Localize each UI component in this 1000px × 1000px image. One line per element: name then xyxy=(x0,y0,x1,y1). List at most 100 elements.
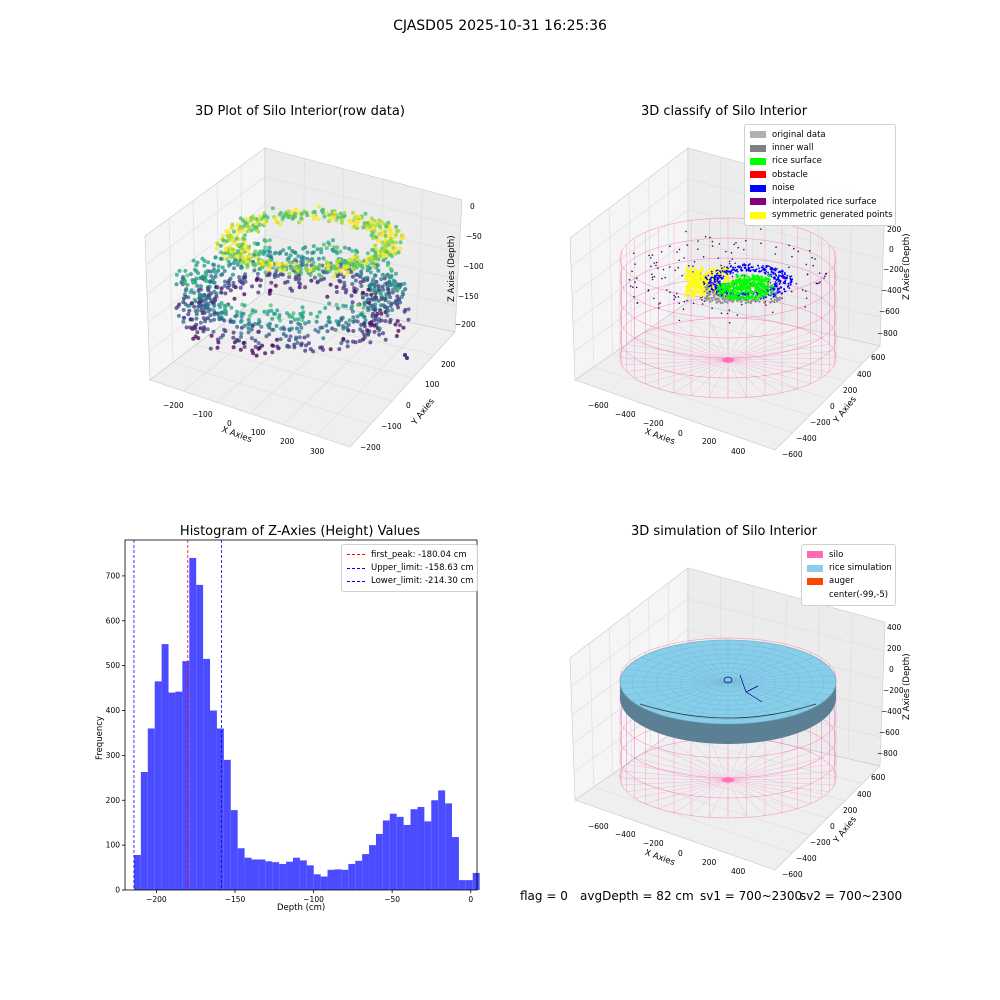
symmetric-point xyxy=(689,271,693,275)
data-point xyxy=(212,280,217,285)
panel4-z-tick: 0 xyxy=(889,665,894,674)
noise-point xyxy=(717,281,720,284)
interpolated-point xyxy=(728,260,731,263)
silo-floor-spoke xyxy=(621,350,729,361)
data-point xyxy=(406,307,411,312)
data-point xyxy=(378,254,383,259)
data-point xyxy=(226,263,231,268)
data-point xyxy=(241,255,245,260)
rice-surface-point xyxy=(729,296,733,299)
data-point xyxy=(396,250,401,255)
legend-label: center(-99,-5) xyxy=(829,589,889,600)
data-point xyxy=(288,286,293,291)
grid-line xyxy=(264,176,461,227)
rice-mesh-spoke xyxy=(727,681,762,723)
rice-mesh-spoke xyxy=(727,681,746,724)
data-point xyxy=(254,256,259,261)
data-point xyxy=(182,280,187,285)
interpolated-point xyxy=(681,274,683,277)
legend-item: interpolated rice surface xyxy=(750,195,889,208)
y-tick-label: 0 xyxy=(115,886,120,895)
interpolated-point xyxy=(704,235,707,238)
data-point xyxy=(325,294,330,299)
y-tick-label: 700 xyxy=(106,571,121,580)
interpolated-point xyxy=(771,311,774,314)
histogram-bar xyxy=(403,824,411,890)
symmetric-point xyxy=(690,267,693,270)
rice-surface-point xyxy=(731,281,735,284)
interpolated-point xyxy=(781,297,783,300)
symmetric-point xyxy=(693,287,696,291)
panel2-y-tick: −600 xyxy=(782,450,803,459)
data-point xyxy=(256,321,261,326)
rice-surface-point xyxy=(756,274,759,277)
panel2-z-tick: 200 xyxy=(887,225,902,234)
data-point xyxy=(239,314,244,319)
data-point xyxy=(351,319,356,324)
data-point xyxy=(270,206,275,211)
interpolated-point xyxy=(736,314,739,316)
interpolated-point xyxy=(728,262,731,265)
data-point xyxy=(383,298,388,303)
data-point xyxy=(378,308,382,313)
data-point xyxy=(263,351,268,356)
silo-floor-spoke xyxy=(658,327,729,361)
data-point xyxy=(252,268,257,273)
legend-swatch xyxy=(750,198,766,206)
panel2-y-tick: −200 xyxy=(810,418,831,427)
data-point xyxy=(246,254,250,259)
noise-point xyxy=(789,283,792,286)
rice-surface-point xyxy=(752,278,755,281)
noise-point xyxy=(708,290,711,293)
data-point xyxy=(365,332,370,337)
grid-line xyxy=(589,642,595,788)
histogram-x-axis-label: Depth (cm) xyxy=(277,903,326,913)
interpolated-point xyxy=(686,244,689,246)
legend-swatch xyxy=(807,577,823,585)
rice-surface-point xyxy=(770,289,774,292)
rice-surface-point xyxy=(718,290,722,293)
interpolated-point xyxy=(661,277,663,280)
data-point xyxy=(388,252,393,257)
data-point xyxy=(221,253,226,258)
data-point xyxy=(224,257,229,261)
rice-surface-point xyxy=(727,295,731,299)
noise-point xyxy=(738,266,741,269)
data-point xyxy=(324,246,329,251)
legend-item: noise xyxy=(750,182,889,195)
histogram-bar xyxy=(286,861,293,890)
interpolated-point xyxy=(659,302,661,304)
rice-surface-point xyxy=(721,283,724,287)
noise-point xyxy=(760,270,763,272)
data-point xyxy=(259,278,263,283)
histogram-chart: −200 −150 −100 −50 0 0 100 200 300 400 500 600 700 xyxy=(106,539,480,904)
histogram-bar xyxy=(472,872,480,890)
y-tick-label: 100 xyxy=(106,841,121,850)
symmetric-point xyxy=(685,266,689,270)
histogram-frame xyxy=(124,539,478,891)
interpolated-point xyxy=(720,264,722,267)
grid-line xyxy=(570,178,689,267)
data-point xyxy=(202,258,207,263)
inner-wall-point xyxy=(705,288,709,291)
data-point xyxy=(225,239,229,244)
data-point xyxy=(355,272,360,277)
data-point xyxy=(222,283,227,288)
noise-point xyxy=(788,287,791,290)
data-point xyxy=(378,290,382,295)
interpolated-point xyxy=(773,278,775,280)
data-point xyxy=(373,273,378,278)
data-point xyxy=(391,245,396,250)
noise-point xyxy=(778,287,781,290)
rice-mesh-spoke xyxy=(625,681,729,696)
data-point xyxy=(383,319,388,323)
data-point xyxy=(208,318,213,323)
data-point xyxy=(251,351,256,356)
data-point xyxy=(299,260,304,264)
data-point xyxy=(267,245,272,250)
data-point xyxy=(221,238,226,243)
inner-wall-point xyxy=(712,294,716,297)
data-point xyxy=(185,303,190,308)
interpolated-point xyxy=(653,262,656,264)
data-point xyxy=(350,304,355,308)
